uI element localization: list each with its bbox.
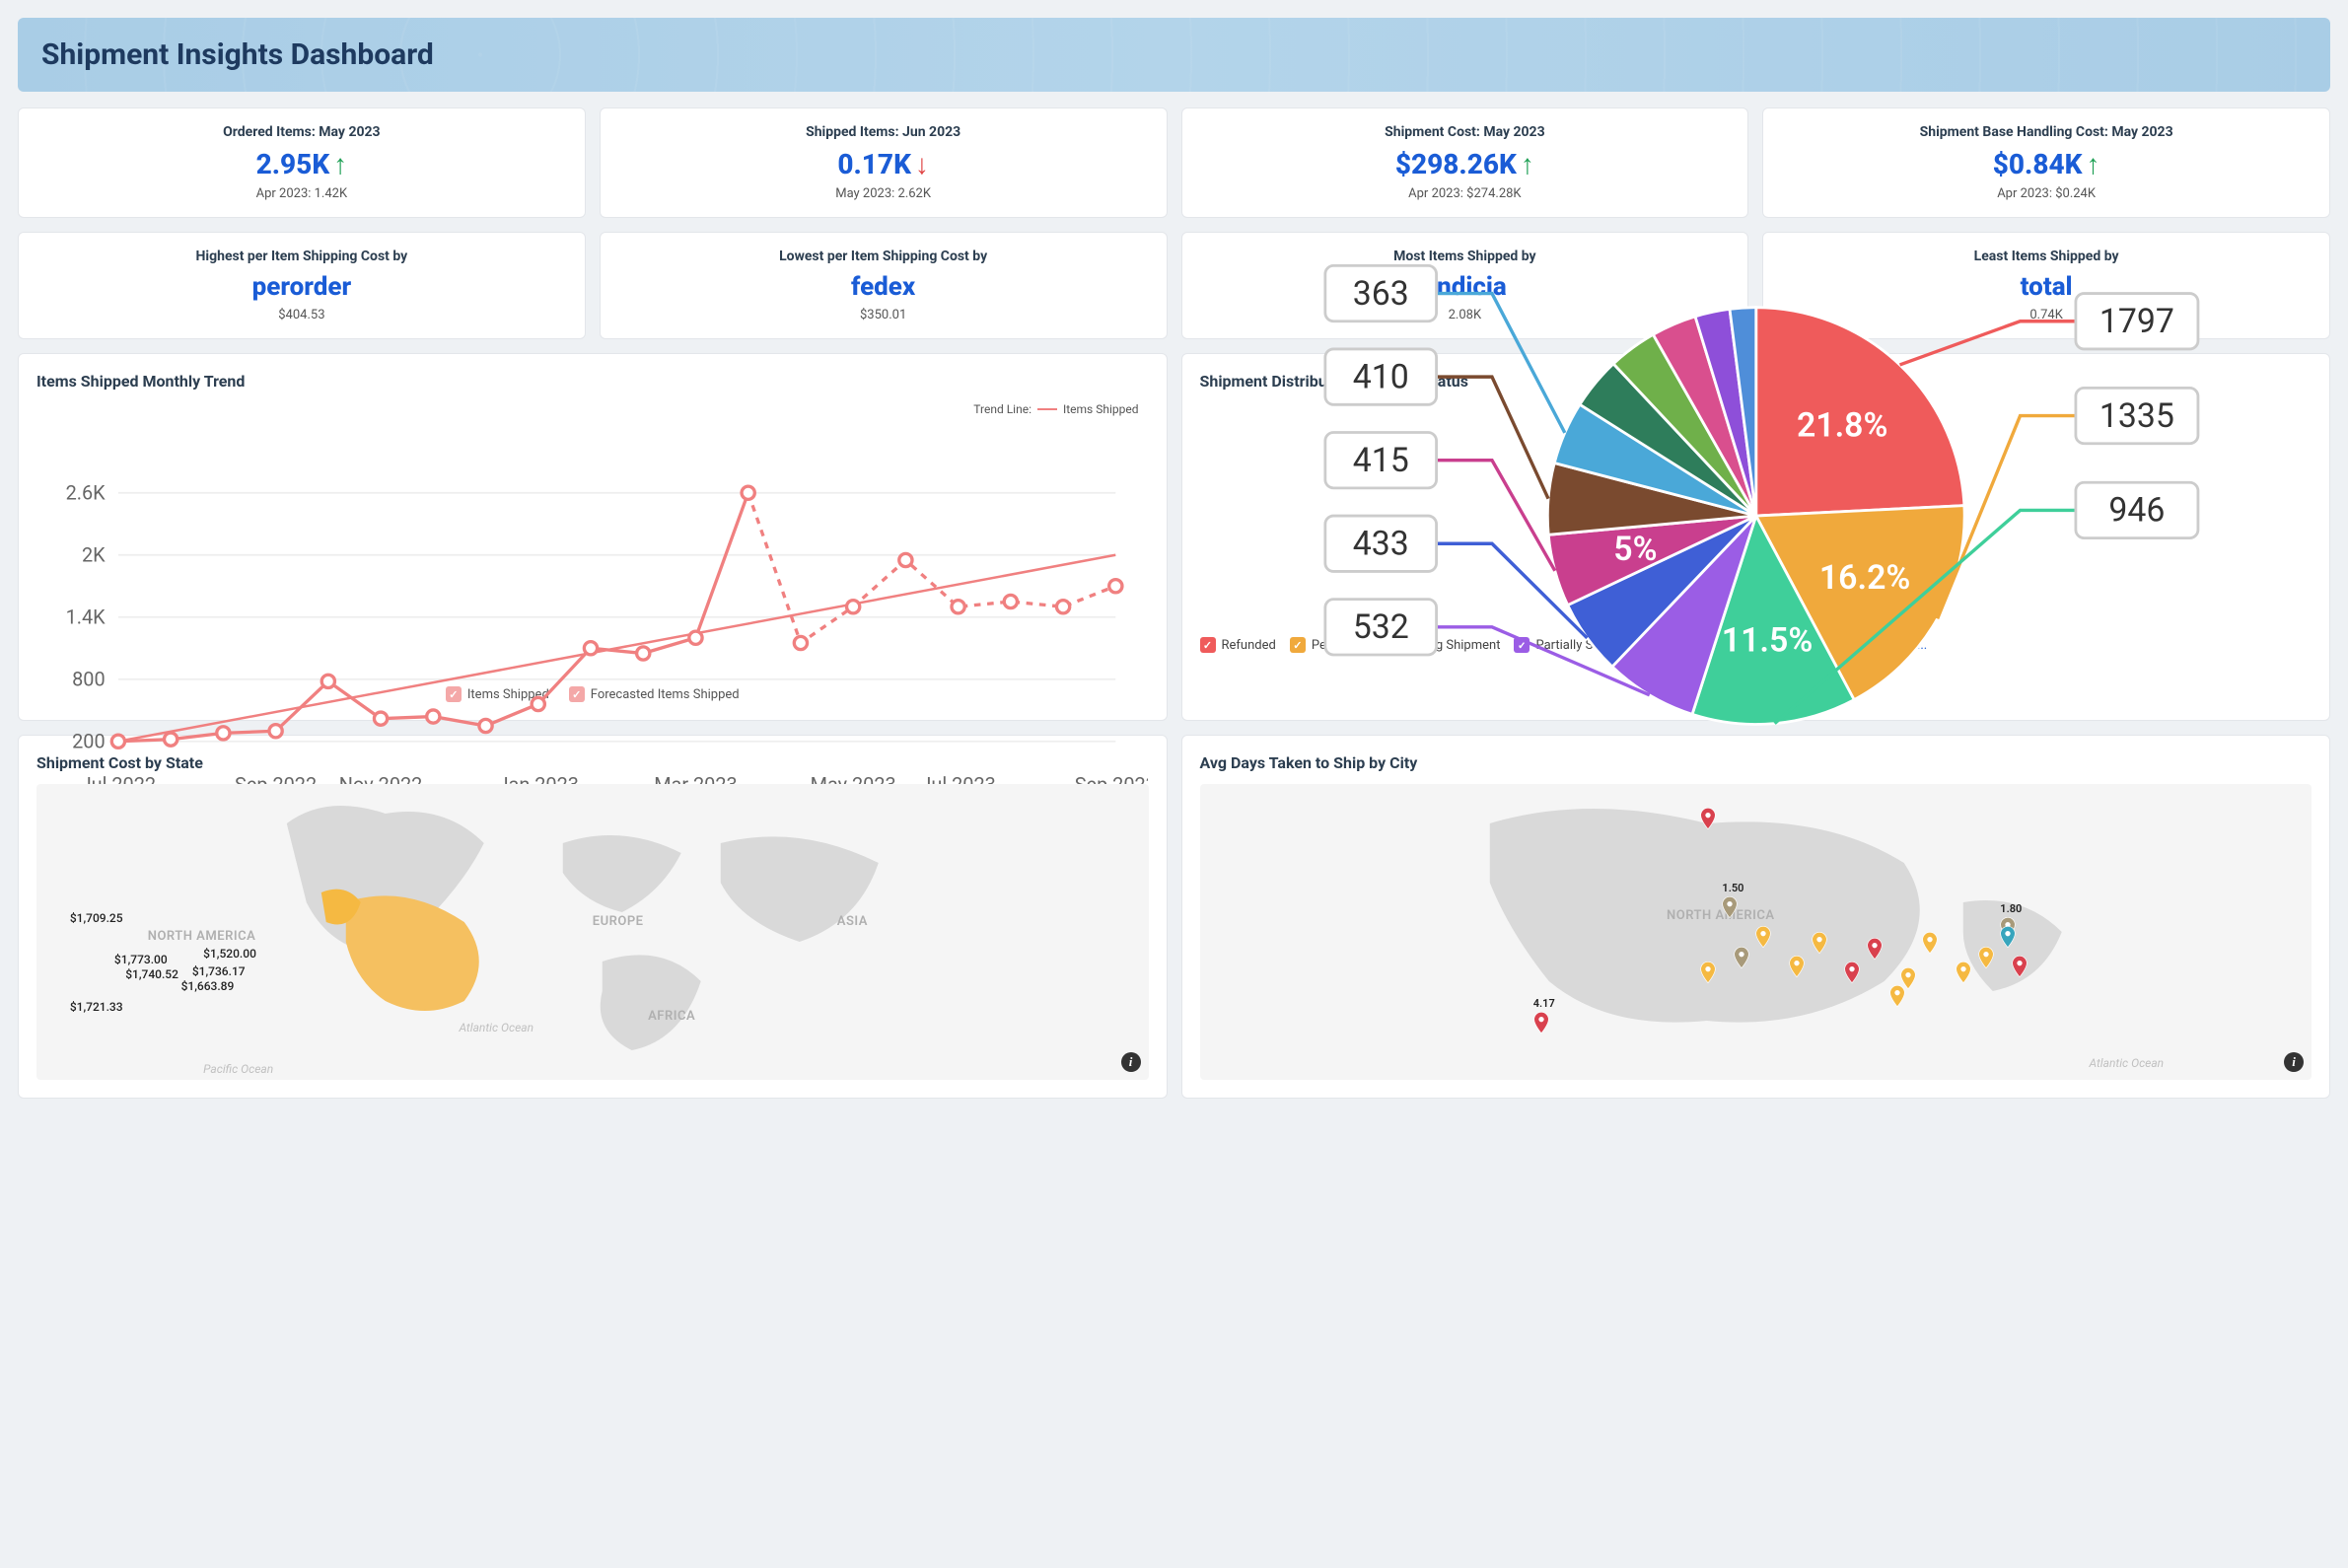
kpi2-card-0[interactable]: Highest per Item Shipping Cost by perord… <box>18 232 586 339</box>
kpi2-sub: $404.53 <box>31 308 573 322</box>
trend-title: Items Shipped Monthly Trend <box>36 372 1149 391</box>
kpi-card-0[interactable]: Ordered Items: May 2023 2.95K↑ Apr 2023:… <box>18 107 586 218</box>
trend-legend-top: Trend Line: Items Shipped <box>973 402 1138 416</box>
map-marker[interactable] <box>1755 926 1771 948</box>
map-state-area[interactable]: i NORTH AMERICA EUROPE ASIA AFRICA Atlantic … <box>36 784 1149 1080</box>
map-marker[interactable] <box>1978 947 1994 968</box>
map-water-label: Atlantic Ocean <box>459 1021 534 1034</box>
map-region-label: AFRICA <box>648 1009 695 1024</box>
map-marker[interactable] <box>1734 947 1749 968</box>
map-marker[interactable] <box>1844 962 1860 983</box>
map-region-label: ASIA <box>837 914 868 929</box>
svg-text:16.2%: 16.2% <box>1818 559 1910 598</box>
kpi-title: Shipped Items: Jun 2023 <box>612 124 1155 140</box>
pie-svg: 21.8% 16.2%11.5% 5% 1797 1335 946 363 410 415 433… <box>1200 210 2312 821</box>
map-value-label: $1,736.17 <box>192 964 246 978</box>
trend-panel: Items Shipped Monthly Trend Trend Line: … <box>18 353 1168 721</box>
map-marker[interactable] <box>1867 938 1883 960</box>
map-marker[interactable] <box>2000 926 2016 948</box>
map-region-label: NORTH AMERICA <box>148 929 256 944</box>
map-marker[interactable] <box>1533 1012 1549 1033</box>
svg-text:5%: 5% <box>1613 531 1657 569</box>
map-marker[interactable] <box>1722 896 1738 918</box>
map-state-panel: Shipment Cost by State i NORTH AMERICAEU… <box>18 735 1168 1099</box>
map-region-label: NORTH AMERICA <box>1667 908 1775 923</box>
svg-text:800: 800 <box>72 668 106 690</box>
kpi2-card-1[interactable]: Lowest per Item Shipping Cost by fedex $… <box>600 232 1168 339</box>
map-water-label: Pacific Ocean <box>203 1062 273 1076</box>
kpi-value: $0.84K↑ <box>1775 148 2317 180</box>
map-marker[interactable] <box>1812 932 1827 954</box>
kpi-card-2[interactable]: Shipment Cost: May 2023 $298.26K↑ Apr 20… <box>1181 107 1749 218</box>
map-marker[interactable] <box>2012 956 2028 977</box>
svg-text:1797: 1797 <box>2099 303 2173 341</box>
pie-panel: Shipment Distribution by Order Status 21… <box>1181 353 2331 721</box>
map-marker[interactable] <box>1922 932 1938 954</box>
info-icon[interactable]: i <box>2284 1052 2304 1072</box>
map-marker-label: 1.80 <box>2000 902 2022 915</box>
kpi2-value: fedex <box>612 272 1155 302</box>
svg-text:1335: 1335 <box>2099 397 2173 436</box>
map-value-label: $1,709.25 <box>70 911 123 925</box>
kpi-value: $298.26K↑ <box>1194 148 1737 180</box>
kpi-value: 0.17K↓ <box>612 148 1155 180</box>
svg-text:2K: 2K <box>82 543 106 566</box>
svg-text:11.5%: 11.5% <box>1721 622 1813 661</box>
page-title: Shipment Insights Dashboard <box>41 37 2307 72</box>
kpi-title: Shipment Base Handling Cost: May 2023 <box>1775 124 2317 140</box>
map-value-label: $1,740.52 <box>125 967 178 981</box>
svg-text:1.4K: 1.4K <box>66 606 107 628</box>
kpi-title: Ordered Items: May 2023 <box>31 124 573 140</box>
map-city-area[interactable]: i NORTH AMERICA Atlantic Ocean 4.17 1.50 1.8… <box>1200 784 2312 1080</box>
kpi-card-1[interactable]: Shipped Items: Jun 2023 0.17K↓ May 2023:… <box>600 107 1168 218</box>
svg-text:410: 410 <box>1352 358 1408 396</box>
map-value-label: $1,520.00 <box>203 947 256 961</box>
map-water-label: Atlantic Ocean <box>2090 1056 2165 1070</box>
map-marker[interactable] <box>1889 985 1905 1007</box>
kpi2-title: Lowest per Item Shipping Cost by <box>612 249 1155 264</box>
dashboard-header: Shipment Insights Dashboard <box>18 18 2330 92</box>
kpi2-sub: $350.01 <box>612 308 1155 322</box>
kpi-title: Shipment Cost: May 2023 <box>1194 124 1737 140</box>
svg-text:946: 946 <box>2108 492 2165 531</box>
map-marker[interactable] <box>1789 956 1805 977</box>
kpi-sub: Apr 2023: 1.42K <box>31 186 573 201</box>
kpi2-value: perorder <box>31 272 573 302</box>
kpi-sub: May 2023: 2.62K <box>612 186 1155 201</box>
map-value-label: $1,721.33 <box>70 1000 123 1014</box>
trend-chart-area: Trend Line: Items Shipped 2008001.4K2K2.… <box>36 402 1149 678</box>
svg-text:200: 200 <box>72 730 106 752</box>
svg-text:363: 363 <box>1352 275 1408 314</box>
kpi-sub: Apr 2023: $274.28K <box>1194 186 1737 201</box>
svg-text:532: 532 <box>1352 608 1408 647</box>
info-icon[interactable]: i <box>1121 1052 1141 1072</box>
svg-text:433: 433 <box>1352 525 1408 563</box>
kpi-row-1: Ordered Items: May 2023 2.95K↑ Apr 2023:… <box>18 107 2330 218</box>
svg-text:2.6K: 2.6K <box>66 481 107 504</box>
pie-chart-area: 21.8%16.2%11.5%5%17971335946363410415433… <box>1200 402 2312 629</box>
svg-text:415: 415 <box>1352 442 1408 480</box>
map-city-panel: Avg Days Taken to Ship by City i NORTH A… <box>1181 735 2331 1099</box>
map-marker[interactable] <box>1700 962 1716 983</box>
svg-text:21.8%: 21.8% <box>1796 406 1887 445</box>
map-marker[interactable] <box>1700 808 1716 829</box>
trend-svg: 2008001.4K2K2.6KJul 2022Sep 2022Nov 2022… <box>36 402 1148 827</box>
map-value-label: $1,773.00 <box>114 953 168 966</box>
map-value-label: $1,663.89 <box>181 979 235 993</box>
legend-line-swatch <box>1037 408 1057 410</box>
kpi-sub: Apr 2023: $0.24K <box>1775 186 2317 201</box>
map-marker-label: 1.50 <box>1722 882 1743 894</box>
map-marker-label: 4.17 <box>1533 997 1555 1010</box>
kpi-card-3[interactable]: Shipment Base Handling Cost: May 2023 $0… <box>1762 107 2330 218</box>
map-marker[interactable] <box>1956 962 1971 983</box>
map-region-label: EUROPE <box>593 914 644 929</box>
kpi-value: 2.95K↑ <box>31 148 573 180</box>
kpi2-title: Highest per Item Shipping Cost by <box>31 249 573 264</box>
